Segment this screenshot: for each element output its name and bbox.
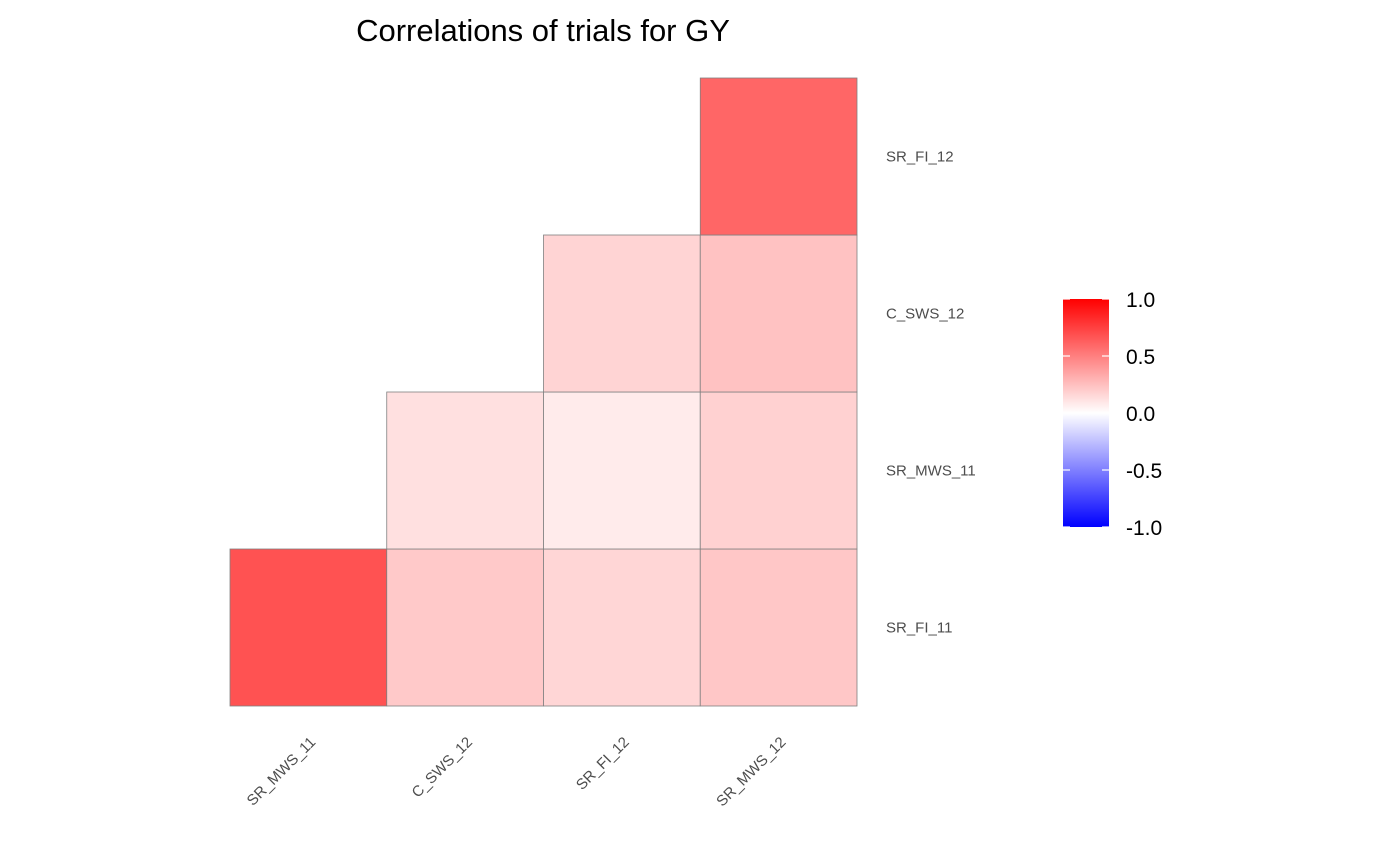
- y-tick-label: SR_MWS_11: [886, 463, 976, 480]
- y-tick-labels: SR_FI_11 SR_MWS_11 C_SWS_12 SR_FI_12: [886, 149, 976, 637]
- x-tick-label: SR_MWS_11: [244, 734, 319, 809]
- legend-colorbar: [1063, 299, 1109, 527]
- legend-ticks: 1.0 0.5 0.0 -0.5 -1.0: [1063, 289, 1162, 540]
- legend-tick-label: 0.5: [1126, 346, 1155, 369]
- x-tick-labels: SR_MWS_11 C_SWS_12 SR_FI_12 SR_MWS_12: [244, 734, 790, 810]
- legend-tick-label: 1.0: [1126, 289, 1155, 312]
- x-tick-label: C_SWS_12: [409, 734, 476, 801]
- heatmap-cell: [699, 77, 858, 236]
- heatmap-cell: [543, 391, 701, 550]
- legend-tick-label: 0.0: [1126, 403, 1155, 426]
- heatmap-cell: [386, 548, 544, 707]
- y-tick-label: SR_FI_11: [886, 620, 952, 637]
- legend-tick-label: -0.5: [1126, 460, 1162, 483]
- heatmap-cells: [229, 77, 858, 707]
- heatmap-cell: [699, 548, 858, 707]
- y-tick-label: SR_FI_12: [886, 149, 954, 166]
- x-tick-label: SR_MWS_12: [713, 734, 789, 810]
- heatmap-cell: [699, 234, 858, 393]
- heatmap-cell: [543, 548, 701, 707]
- y-tick-label: C_SWS_12: [886, 306, 964, 323]
- chart-title: Correlations of trials for GY: [356, 13, 730, 48]
- heatmap-cell: [699, 391, 858, 550]
- x-tick-label: SR_FI_12: [573, 734, 633, 794]
- heatmap-cell: [386, 391, 544, 550]
- color-legend: 1.0 0.5 0.0 -0.5 -1.0: [1063, 289, 1162, 540]
- heatmap-cell: [229, 548, 388, 707]
- heatmap-cell: [543, 234, 701, 393]
- legend-tick-label: -1.0: [1126, 517, 1162, 540]
